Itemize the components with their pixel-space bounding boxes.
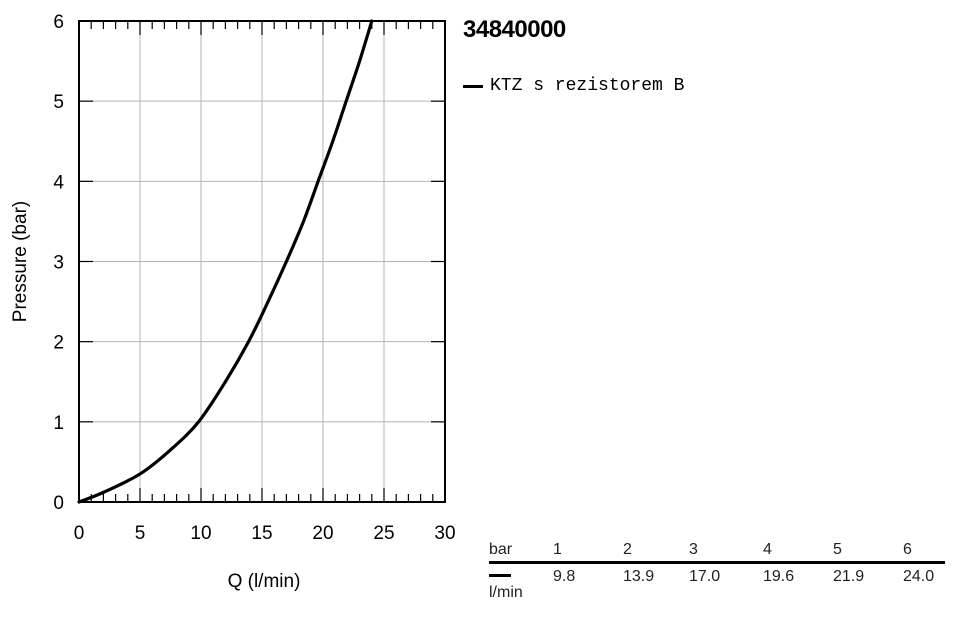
tick-labels: 0 5 10 15 20 25 30 0 1 2 3 4 5 6 [53,12,455,544]
table-flow-cell: 17.0 [689,568,721,585]
table-unit-bar: bar [489,541,513,558]
legend: KTZ s rezistorem B [463,76,684,96]
x-tick-label: 25 [373,523,394,544]
y-tick-label: 4 [53,172,64,193]
table-flow-cell: 24.0 [903,568,935,585]
y-tick-label: 0 [53,493,64,514]
flow-table: bar 1 2 3 4 5 6 l/min 9.8 13.9 17.0 19.6… [489,540,945,604]
y-axis-label: Pressure (bar) [10,201,31,322]
table-pressure-cell: 6 [903,541,912,558]
product-id: 34840000 [463,16,566,43]
y-tick-label: 2 [53,333,64,354]
y-tick-label: 6 [53,12,64,33]
flow-table-row: l/min 9.8 13.9 17.0 19.6 21.9 24.0 [489,564,945,604]
y-tick-label: 1 [53,413,64,434]
x-axis-label: Q (l/min) [228,571,301,592]
y-tick-label: 3 [53,253,64,274]
x-tick-label: 5 [135,523,146,544]
table-flow-cell: 13.9 [623,568,655,585]
table-pressure-cell: 2 [623,541,632,558]
legend-swatch [463,84,483,88]
table-pressure-cell: 4 [763,541,772,558]
plot-frame [78,20,446,503]
series-line-ktz [77,19,374,504]
table-pressure-cell: 5 [833,541,842,558]
table-flow-cell: 21.9 [833,568,865,585]
x-tick-label: 0 [74,523,85,544]
x-tick-label: 10 [190,523,211,544]
table-pressure-cell: 1 [553,541,562,558]
table-flow-cell: 9.8 [553,568,576,585]
legend-label: KTZ s rezistorem B [490,76,685,96]
x-tick-label: 20 [312,523,333,544]
table-flow-cell: 19.6 [763,568,795,585]
table-line-swatch [489,574,511,577]
grid [78,20,446,503]
flow-table-header: bar 1 2 3 4 5 6 [489,540,945,564]
x-tick-label: 30 [434,523,455,544]
table-unit-lmin: l/min [489,584,523,601]
table-pressure-cell: 3 [689,541,698,558]
x-tick-label: 15 [251,523,272,544]
y-tick-label: 5 [53,92,64,113]
